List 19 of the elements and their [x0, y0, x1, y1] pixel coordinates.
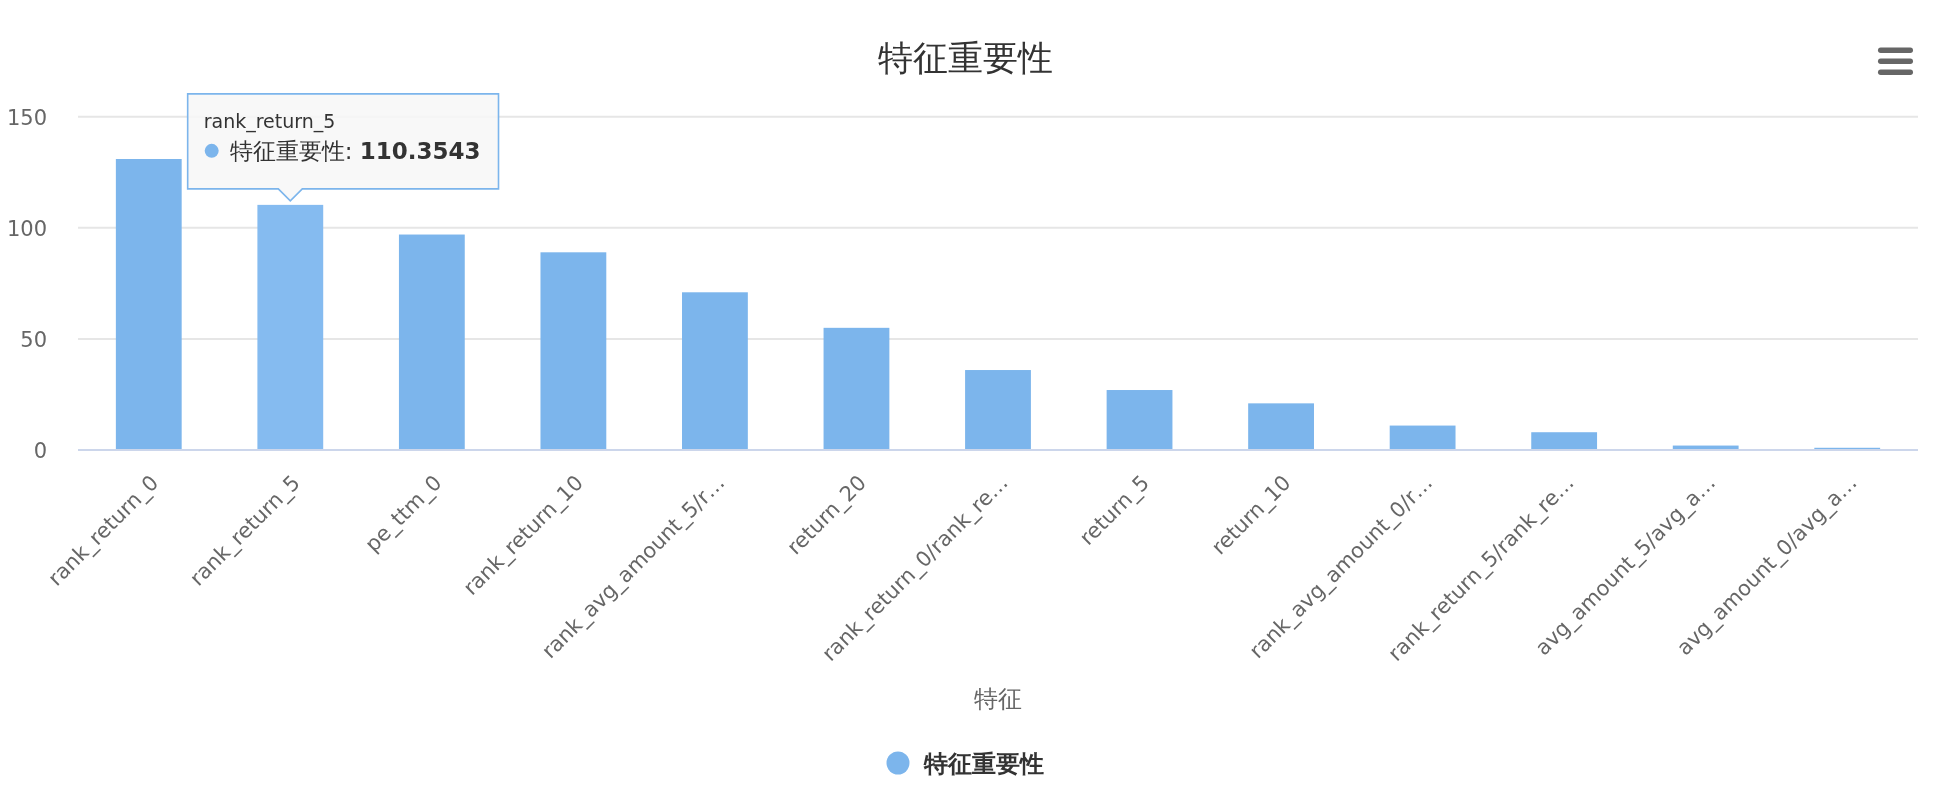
bar — [257, 204, 324, 450]
bar — [398, 234, 465, 450]
bar — [1248, 403, 1314, 450]
bar — [540, 252, 607, 450]
y-tick-label: 150 — [6, 105, 47, 130]
bar — [823, 327, 890, 450]
chart-title: 特征重要性 — [877, 38, 1053, 78]
y-tick-label: 0 — [33, 439, 47, 463]
x-axis-title: 特征 — [974, 685, 1022, 713]
bar — [1389, 425, 1456, 450]
bar — [1106, 390, 1173, 450]
y-tick-label: 50 — [20, 327, 47, 352]
y-tick-label: 100 — [6, 216, 47, 241]
annotation: rank_return_5 特征重要性: 110.3543 — [203, 109, 481, 164]
legend-label: 特征重要性 — [923, 750, 1044, 778]
bar — [965, 370, 1031, 450]
bar — [115, 159, 182, 450]
bar — [682, 292, 748, 450]
bar — [1531, 432, 1598, 450]
